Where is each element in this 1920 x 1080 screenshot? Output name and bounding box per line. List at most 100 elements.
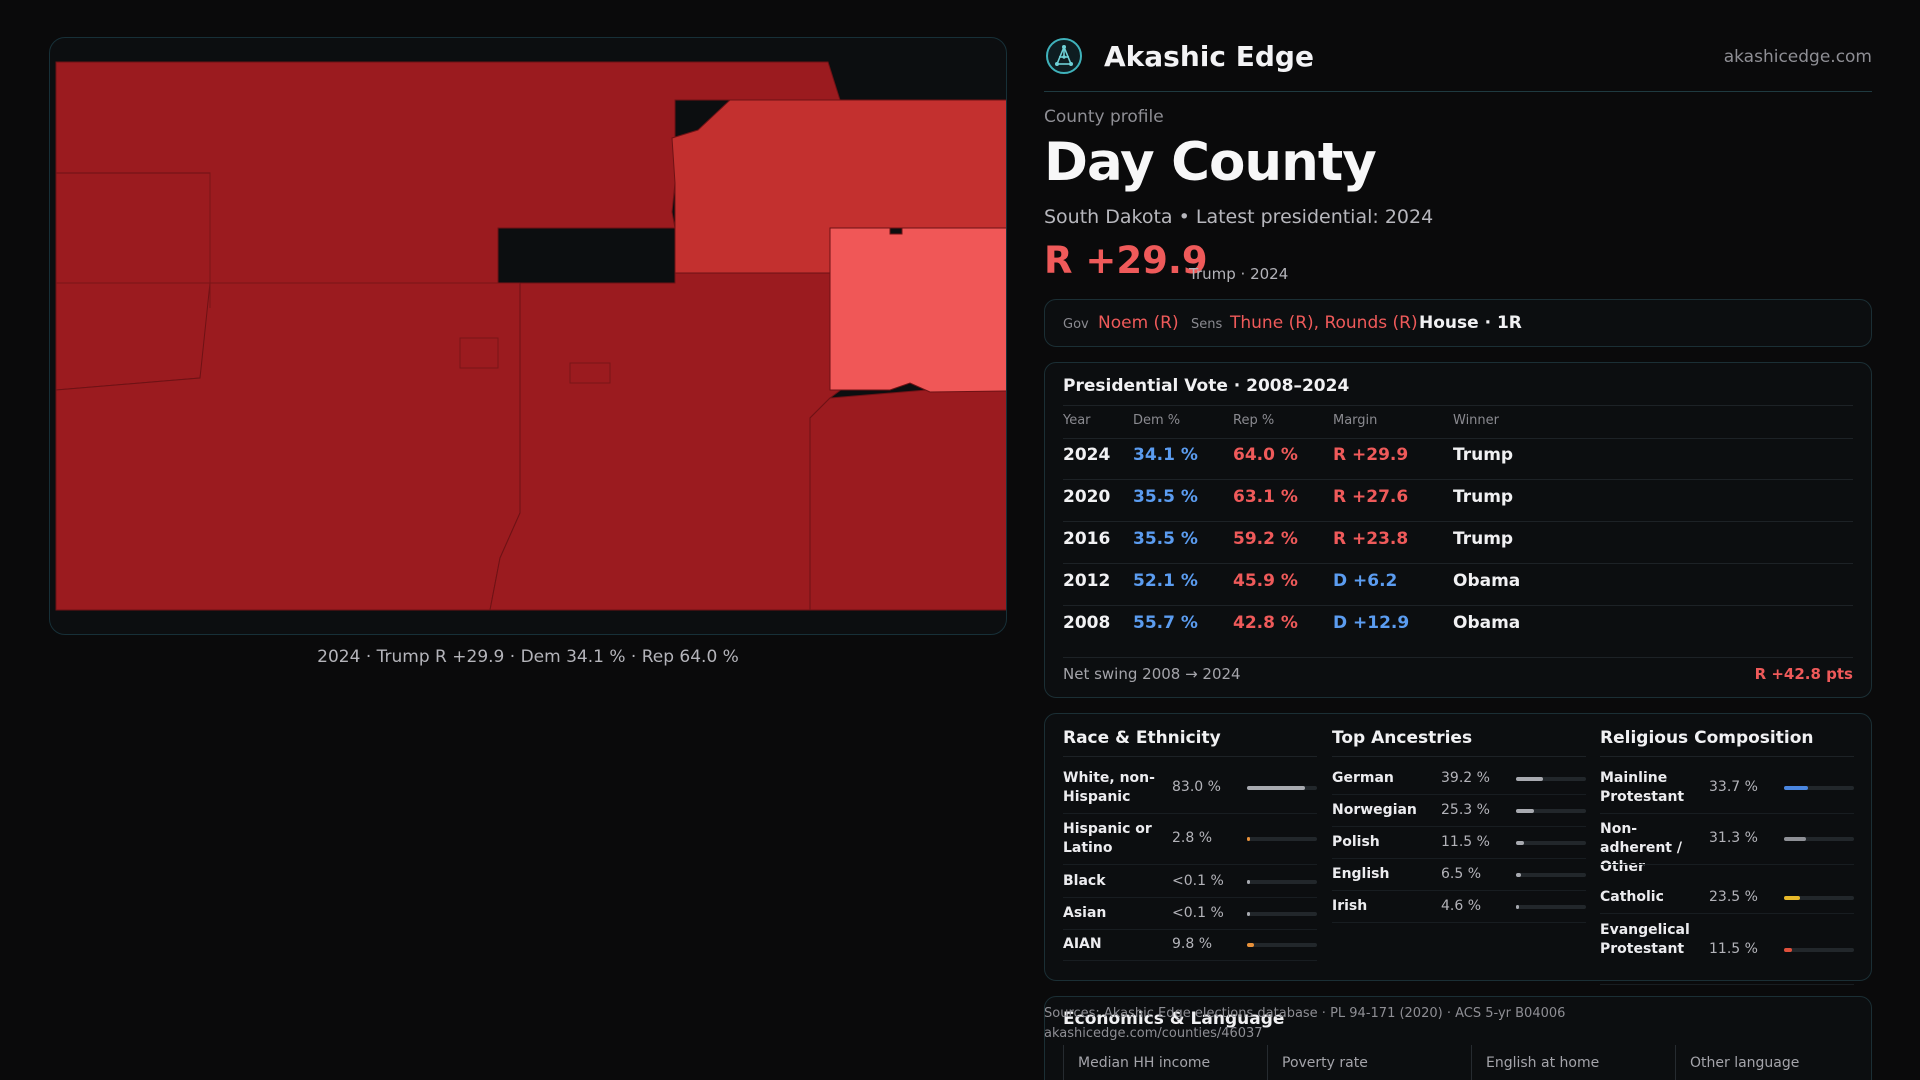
ancestry-item-bar-fill (1516, 904, 1520, 909)
religion-item-bar (1784, 786, 1854, 790)
ancestry-item-value: 11.5 % (1441, 833, 1490, 850)
precinct-map[interactable] (50, 38, 1007, 635)
winner-cell: Trump (1453, 445, 1514, 465)
religion-item-label: Mainline Protestant (1600, 770, 1685, 805)
race-item-bar-fill (1247, 942, 1254, 947)
ancestry-item-bar-fill (1516, 840, 1525, 845)
margin-cell: R +29.9 (1333, 445, 1409, 465)
senators-label: Sens (1191, 317, 1223, 332)
race-item-bar (1247, 911, 1317, 916)
ancestry-item-bar-fill (1516, 872, 1521, 877)
race-title: Race & Ethnicity (1063, 728, 1221, 748)
rep-pct-cell: 59.2 % (1233, 529, 1298, 549)
median-income-stat: Median HH income (1063, 1045, 1267, 1080)
network-globe-icon[interactable] (1046, 38, 1082, 74)
ancestry-item-value: 4.6 % (1441, 897, 1482, 914)
year-cell: 2020 (1063, 487, 1111, 507)
race-item-bar-fill (1247, 837, 1250, 841)
ancestry-item-label: Polish (1332, 834, 1380, 850)
item-divider (1063, 897, 1317, 898)
race-item-label: Black (1063, 873, 1106, 889)
race-item-label: AIAN (1063, 936, 1102, 952)
profile-subtitle: South Dakota • Latest presidential: 2024 (1044, 206, 1434, 228)
ancestry-item-bar (1516, 904, 1586, 909)
economics-title: Economics & Language (1063, 1009, 1285, 1029)
stat-label: Median HH income (1078, 1055, 1211, 1071)
divider (1332, 756, 1586, 757)
county-url[interactable]: akashicedge.com/counties/46037 (1044, 1026, 1263, 1041)
presidential-vote-table: Presidential Vote · 2008–2024 Year Dem %… (1044, 362, 1872, 698)
headline-margin: R +29.9 (1044, 239, 1208, 282)
precinct-southeast[interactable] (809, 382, 1007, 611)
dem-pct-cell: 35.5 % (1133, 487, 1198, 507)
net-swing-value: R +42.8 pts (1754, 665, 1853, 683)
item-divider (1600, 864, 1854, 865)
ancestry-item-label: Irish (1332, 898, 1368, 914)
divider (1063, 438, 1853, 439)
divider (1600, 756, 1854, 757)
county-map[interactable] (49, 37, 1007, 635)
divider (1063, 756, 1317, 757)
page-title: Day County (1044, 132, 1377, 193)
dem-pct-cell: 34.1 % (1133, 445, 1198, 465)
year-cell: 2012 (1063, 571, 1111, 591)
sources-line: Sources: Akashic Edge elections database… (1044, 1006, 1566, 1021)
religion-item-label: Catholic (1600, 889, 1664, 905)
religion-item-value: 11.5 % (1709, 940, 1758, 957)
race-item-label: White, non-Hispanic (1063, 770, 1155, 805)
presidential-table-title: Presidential Vote · 2008–2024 (1063, 376, 1350, 396)
religion-item-bar (1784, 837, 1854, 841)
religion-item-value: 33.7 % (1709, 779, 1758, 795)
brand-name[interactable]: Akashic Edge (1104, 40, 1314, 73)
precinct-northeast[interactable] (671, 99, 1007, 274)
item-divider (1063, 960, 1317, 961)
row-divider (1063, 521, 1853, 522)
other-language-stat: Other language (1675, 1045, 1855, 1080)
item-divider (1063, 813, 1317, 814)
english-home-stat: English at home (1471, 1045, 1675, 1080)
header-dem: Dem % (1133, 413, 1181, 428)
margin-cell: D +6.2 (1333, 571, 1398, 591)
sources-footnote: Sources: Akashic Edge elections database… (1044, 1004, 1565, 1044)
margin-cell: R +23.8 (1333, 529, 1409, 549)
item-divider (1063, 929, 1317, 930)
year-cell: 2024 (1063, 445, 1111, 465)
race-item-bar-fill (1247, 786, 1306, 790)
profile-eyebrow: County profile (1044, 107, 1164, 127)
race-item-value: <0.1 % (1172, 872, 1224, 889)
religion-item-value: 23.5 % (1709, 888, 1758, 905)
divider (1063, 405, 1853, 406)
race-item-bar (1247, 879, 1317, 884)
item-divider (1600, 813, 1854, 814)
ancestry-item-value: 39.2 % (1441, 769, 1490, 786)
header-year: Year (1063, 413, 1091, 428)
stat-label: Other language (1690, 1055, 1800, 1071)
winner-cell: Obama (1453, 571, 1521, 591)
religion-item-bar (1784, 947, 1854, 952)
margin-cell: R +27.6 (1333, 487, 1409, 507)
religion-item-label: Evangelical Protestant (1600, 922, 1690, 957)
religion-item-bar-fill (1784, 837, 1806, 841)
gov-label: Gov (1063, 317, 1089, 332)
rep-pct-cell: 45.9 % (1233, 571, 1298, 591)
house-delegation: House · 1R (1419, 313, 1522, 333)
rep-pct-cell: 64.0 % (1233, 445, 1298, 465)
map-caption: 2024 · Trump R +29.9 · Dem 34.1 % · Rep … (317, 647, 739, 667)
officials-bar: Gov Noem (R) Sens Thune (R), Rounds (R) … (1044, 299, 1872, 347)
race-item-bar-fill (1247, 879, 1250, 884)
race-item-value: 83.0 % (1172, 779, 1221, 795)
brand-domain[interactable]: akashicedge.com (1723, 47, 1872, 67)
winner-cell: Trump (1453, 487, 1514, 507)
stat-label: English at home (1486, 1055, 1600, 1071)
race-item-bar-fill (1247, 911, 1250, 916)
precinct-east[interactable] (829, 227, 1007, 393)
winner-cell: Trump (1453, 529, 1514, 549)
race-item-bar (1247, 837, 1317, 841)
brand-header: Akashic Edge akashicedge.com (1044, 36, 1872, 92)
item-divider (1332, 826, 1586, 827)
ancestry-title: Top Ancestries (1332, 728, 1473, 748)
precinct-west[interactable] (55, 172, 211, 391)
county-profile-panel: Akashic Edge akashicedge.com County prof… (1044, 0, 1872, 1080)
item-divider (1600, 913, 1854, 914)
precinct-south[interactable] (489, 272, 852, 611)
